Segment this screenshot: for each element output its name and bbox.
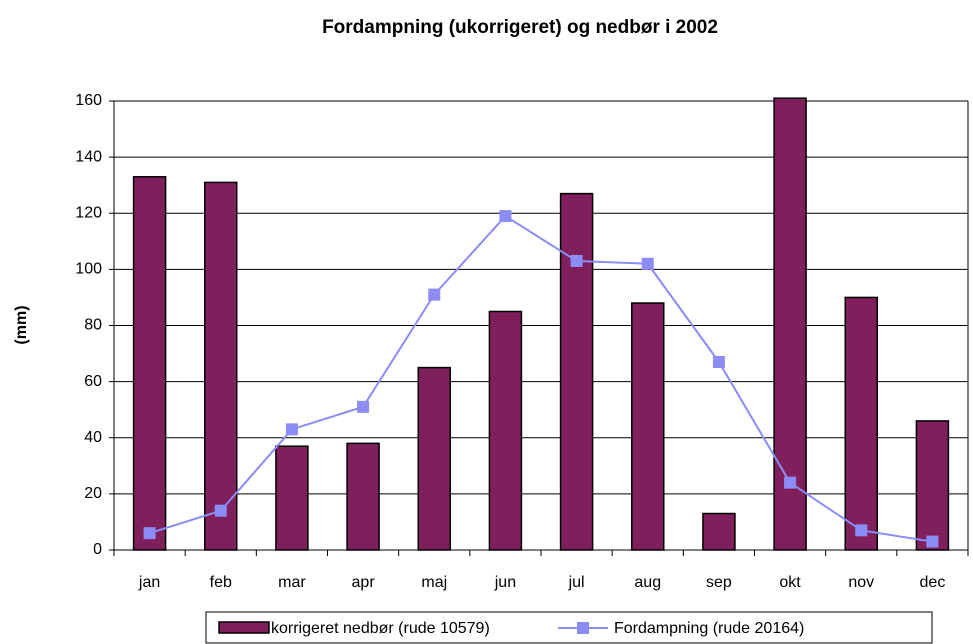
y-tick-label: 40 [84,429,102,446]
bar [417,366,451,551]
x-tick-label: sep [706,574,732,591]
y-axis-label: (mm) [13,305,30,344]
y-tick-label: 100 [75,261,102,278]
marker [784,476,797,489]
marker [641,257,654,270]
y-tick-label: 120 [75,204,102,221]
marker [357,400,370,413]
x-tick-label: apr [352,574,376,591]
bar [702,512,736,551]
chart-title: Fordampning (ukorrigeret) og nedbør i 20… [322,17,718,38]
marker [214,504,227,517]
bar [346,442,380,551]
marker [855,524,868,537]
x-tick-label: aug [634,574,661,591]
x-tick-label: okt [779,574,801,591]
legend-label: Fordampning (rude 20164) [614,620,804,637]
x-tick-label: mar [278,574,306,591]
bar [204,181,238,551]
legend-swatch [218,621,270,634]
bar [488,310,523,551]
y-tick-label: 160 [75,92,102,109]
marker [570,254,583,267]
bar [275,445,309,551]
x-tick-label: maj [421,574,447,591]
y-tick-label: 0 [93,541,102,558]
bar [132,176,167,551]
y-tick-label: 60 [84,373,102,390]
x-tick-label: dec [920,574,946,591]
y-tick-label: 80 [84,317,102,334]
x-tick-label: jan [138,574,160,591]
x-tick-label: jul [568,574,585,591]
y-tick-label: 140 [75,148,102,165]
marker [926,535,939,548]
marker [143,527,156,540]
legend-label: korrigeret nedbør (rude 10579) [271,620,490,637]
bar [844,296,878,551]
x-tick-label: jun [494,574,516,591]
marker [499,210,512,223]
bar [915,420,950,551]
legend-swatch-marker [577,622,589,634]
y-tick-label: 20 [84,485,102,502]
bar [773,97,807,551]
marker [712,355,725,368]
marker [428,288,441,301]
x-tick-label: nov [848,574,874,591]
bar [631,302,665,551]
x-tick-label: feb [210,574,232,591]
marker [285,423,298,436]
bar [559,192,594,551]
line [149,214,933,543]
